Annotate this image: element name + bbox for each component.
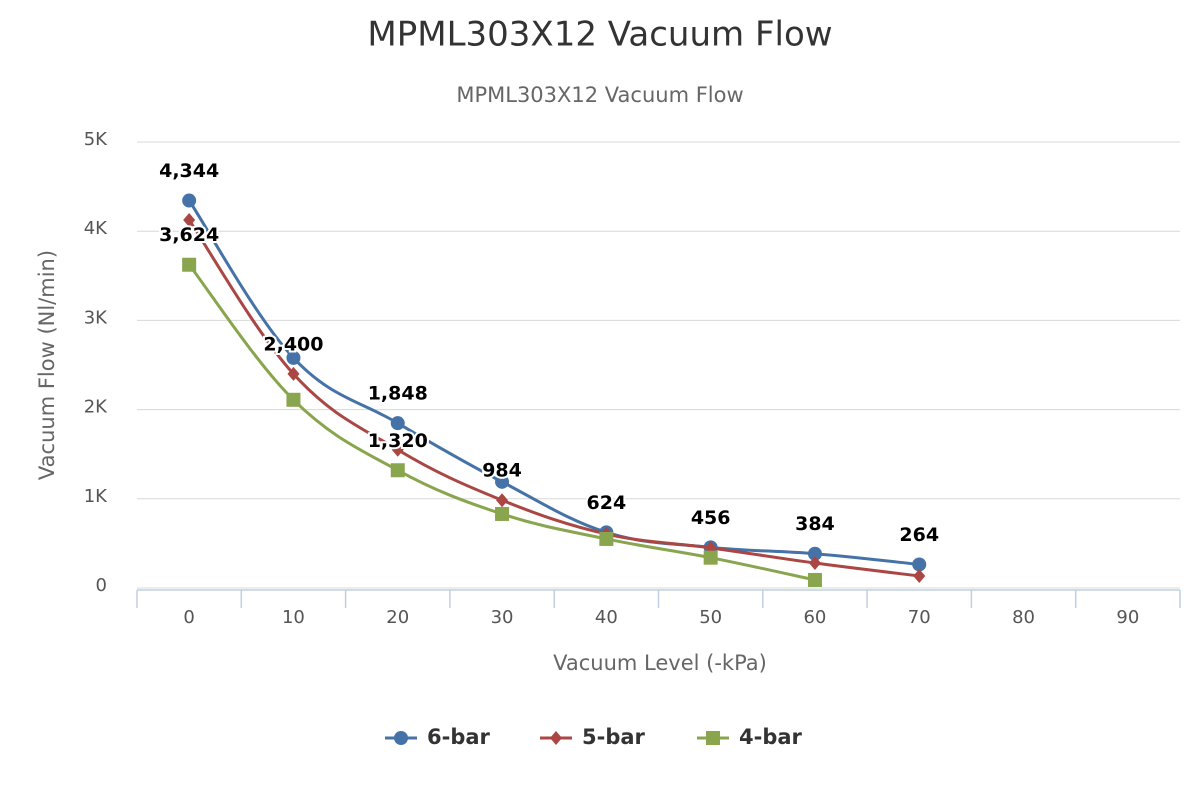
point	[599, 531, 614, 546]
y-tick-label: 1K	[84, 486, 108, 507]
data-label: 1,848	[368, 383, 428, 405]
legend-marker	[394, 731, 408, 745]
point	[807, 546, 822, 561]
point	[495, 474, 510, 489]
point	[807, 572, 822, 587]
point	[286, 392, 301, 407]
legend-label: 4-bar	[739, 725, 803, 749]
legend-marker	[706, 731, 720, 745]
data-label: 4,344	[159, 160, 219, 182]
point	[913, 568, 926, 583]
x-tick-label: 50	[699, 607, 722, 628]
y-tick-label: 0	[96, 575, 107, 596]
y-tick-label: 4K	[84, 218, 108, 239]
y-tick-label: 3K	[84, 307, 108, 328]
point	[182, 257, 197, 272]
point	[390, 463, 405, 478]
x-tick-label: 10	[282, 607, 305, 628]
legend-item[interactable]: 5-bar	[540, 725, 646, 749]
point	[703, 550, 718, 565]
data-label: 1,320	[368, 430, 428, 452]
data-label: 2,400	[263, 333, 323, 355]
legend-label: 5-bar	[582, 725, 646, 749]
point	[391, 442, 404, 457]
data-label: 384	[795, 513, 835, 535]
point	[286, 350, 301, 365]
data-label: 984	[482, 460, 522, 482]
x-tick-label: 40	[595, 607, 618, 628]
x-tick-label: 70	[908, 607, 931, 628]
data-label: 456	[691, 507, 731, 529]
chart-subtitle: MPML303X12 Vacuum Flow	[456, 83, 743, 107]
point	[182, 193, 197, 208]
x-tick-label: 30	[491, 607, 514, 628]
chart-title: MPML303X12 Vacuum Flow	[367, 15, 832, 55]
point	[287, 366, 300, 381]
x-tick-label: 60	[803, 607, 826, 628]
point	[912, 557, 927, 572]
legend-item[interactable]: 6-bar	[385, 725, 491, 749]
data-label: 264	[899, 524, 939, 546]
data-label: 624	[587, 492, 627, 514]
legend-marker	[550, 731, 562, 745]
x-tick-label: 90	[1116, 607, 1139, 628]
point	[495, 506, 510, 521]
legend-item[interactable]: 4-bar	[697, 725, 803, 749]
x-axis-label: Vacuum Level (-kPa)	[553, 651, 767, 675]
legend-label: 6-bar	[427, 725, 491, 749]
point	[390, 416, 405, 431]
y-tick-label: 5K	[84, 129, 108, 150]
y-axis-label: Vacuum Flow (Nl/min)	[35, 250, 59, 480]
point	[496, 493, 509, 508]
y-tick-label: 2K	[84, 397, 108, 418]
x-tick-label: 80	[1012, 607, 1035, 628]
data-label: 3,624	[159, 224, 219, 246]
series-line	[187, 263, 816, 582]
x-tick-label: 20	[386, 607, 409, 628]
point	[183, 213, 196, 228]
series-line	[187, 199, 920, 566]
x-tick-label: 0	[183, 607, 194, 628]
point	[808, 556, 821, 571]
